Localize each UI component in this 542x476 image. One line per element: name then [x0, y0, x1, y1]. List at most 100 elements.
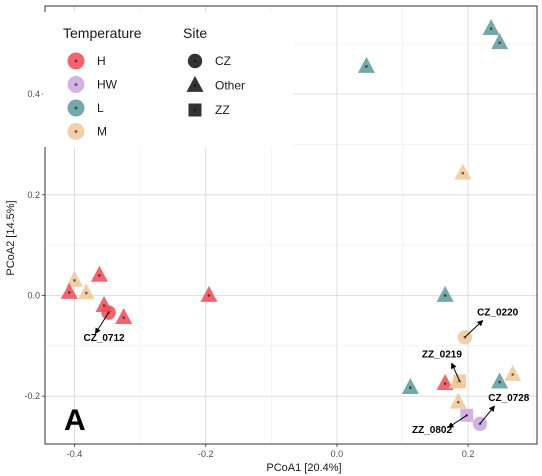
data-point-center: [102, 304, 106, 307]
data-point-center: [489, 27, 493, 30]
annotation-label: ZZ_0802: [412, 425, 452, 436]
data-point-shape: [66, 270, 84, 287]
data-point-center: [365, 65, 368, 68]
annotation-arrow: [94, 312, 110, 335]
legend-temperature-label: L: [97, 101, 104, 115]
x-tick-label: -0.2: [198, 449, 214, 459]
data-point-shape: [449, 392, 467, 409]
legend-swatch-center: [74, 106, 78, 110]
data-point: [491, 372, 509, 389]
legend-site-item: CZ: [187, 53, 231, 69]
data-point: [90, 265, 108, 282]
legend-site-swatch: [188, 103, 202, 117]
legend-temperature-item: L: [67, 99, 104, 117]
data-point-center: [98, 274, 101, 277]
annotation-label: ZZ_0219: [422, 349, 462, 360]
legend-temperature-item: H: [67, 52, 106, 70]
legend-site-swatch: [186, 75, 204, 92]
legend-site-swatch-center: [193, 84, 197, 87]
data-point-shape: [357, 56, 375, 73]
data-point: [200, 285, 218, 302]
annotation-label: CZ_0728: [488, 393, 530, 404]
data-point-center: [511, 373, 515, 376]
data-point: [449, 392, 467, 409]
data-point-shape: [454, 163, 472, 180]
x-tick-label: 0.2: [462, 449, 475, 459]
legend-site-item: ZZ: [188, 103, 230, 117]
data-point: [482, 19, 500, 36]
y-tick-label: -0.2: [24, 391, 40, 401]
legend-temperature-label: H: [97, 54, 106, 68]
y-tick-label: 0.2: [27, 190, 40, 200]
legend-site-label: ZZ: [215, 103, 230, 117]
data-point-center: [498, 380, 501, 384]
data-point: [66, 270, 84, 287]
data-point-center: [461, 171, 465, 175]
annotation-arrow: [464, 319, 484, 338]
data-point-center: [443, 382, 447, 385]
legend-background: [43, 12, 293, 147]
panel-border: [44, 5, 538, 445]
data-point-shape: [200, 285, 218, 302]
data-point-shape: [436, 373, 454, 390]
data-point-shape: [491, 372, 509, 389]
data-point: [401, 378, 419, 395]
annotation-arrow: [451, 362, 461, 382]
annotation-label: CZ_0712: [83, 333, 125, 344]
legend-site-swatch: [187, 53, 203, 69]
data-point-center: [456, 400, 460, 404]
data-point-center: [85, 291, 88, 295]
data-point-center: [207, 294, 211, 297]
legend-temperature-item: HW: [67, 76, 118, 93]
legend-site-label: Other: [215, 79, 245, 93]
legend-temperature-label: M: [97, 125, 107, 139]
legend: Temperature Site H HW LM CZ Other ZZ: [43, 12, 293, 147]
data-point: [454, 163, 472, 180]
data-point: [357, 56, 375, 73]
axis-ticks: -0.4 -0.2 0.0 0.2 -0.2 0.0 0.2 0.4: [24, 89, 474, 459]
y-axis-title: PCoA2 [14.5%]: [5, 200, 17, 275]
x-tick-label: 0.0: [331, 449, 344, 459]
data-point: [491, 33, 509, 50]
data-point-center: [443, 294, 447, 297]
data-point: [436, 373, 454, 390]
legend-swatch-center: [74, 130, 78, 133]
data-point-shape: [436, 285, 454, 302]
annotation-arrow: [447, 414, 468, 428]
data-point-shape: [90, 265, 108, 282]
legend-site-swatch-center: [193, 59, 197, 63]
legend-site-title: Site: [183, 25, 207, 41]
data-point-shape: [401, 378, 419, 395]
data-point: [504, 364, 522, 381]
legend-site-swatch-center: [193, 108, 197, 112]
data-point-shape: [77, 283, 95, 300]
data-point: [472, 416, 488, 432]
data-point: [60, 282, 78, 299]
legend-temperature-title: Temperature: [63, 25, 142, 41]
data-point-center: [73, 279, 76, 282]
data-point: [436, 285, 454, 302]
legend-temperature-items: H HW LM: [67, 52, 118, 140]
data-point-shape: [491, 33, 509, 50]
x-axis-title: PCoA1 [20.4%]: [266, 462, 341, 474]
data-point-center: [122, 316, 126, 319]
legend-temperature-label: HW: [97, 78, 118, 92]
x-tick-label: -0.4: [67, 449, 83, 459]
data-point-center: [409, 386, 412, 389]
legend-site-items: CZ Other ZZ: [186, 53, 245, 117]
legend-site-swatch-shape: [186, 75, 204, 92]
legend-swatch-center: [74, 83, 78, 86]
data-point-shape: [115, 308, 133, 325]
data-point-center: [498, 41, 501, 45]
data-point: [77, 283, 95, 300]
panel-label: A: [64, 404, 86, 437]
annotation-arrow: [479, 405, 495, 425]
y-tick-label: 0.0: [27, 290, 40, 300]
data-point-shape: [482, 19, 500, 36]
data-point: [101, 305, 116, 320]
data-point-shape: [504, 364, 522, 381]
legend-site-label: CZ: [215, 54, 231, 68]
legend-site-item: Other: [186, 75, 245, 93]
data-point: [115, 308, 133, 325]
